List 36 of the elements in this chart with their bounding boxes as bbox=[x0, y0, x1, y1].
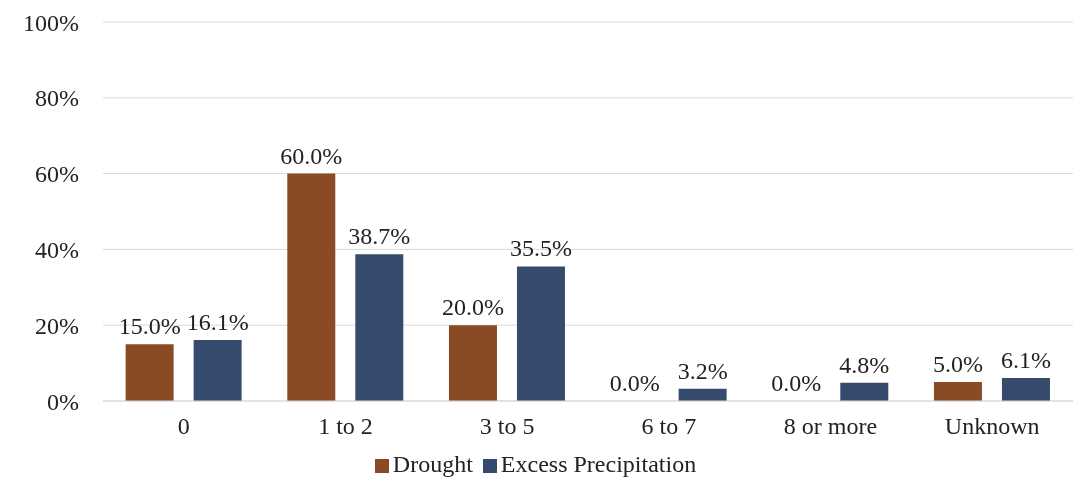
data-label: 4.8% bbox=[839, 351, 890, 378]
bar bbox=[1001, 377, 1050, 401]
data-label: 0.0% bbox=[771, 369, 822, 396]
bar bbox=[355, 254, 404, 401]
x-tick-label: 3 to 5 bbox=[479, 413, 535, 440]
data-label: 60.0% bbox=[280, 142, 343, 169]
data-label: 0.0% bbox=[609, 369, 660, 396]
data-label: 6.1% bbox=[1000, 346, 1051, 373]
legend-label: Excess Precipitation bbox=[500, 451, 697, 477]
y-tick-label: 100% bbox=[23, 9, 79, 36]
y-tick-label: 60% bbox=[35, 161, 79, 188]
x-tick-label: 8 or more bbox=[783, 413, 878, 440]
data-label: 5.0% bbox=[932, 351, 983, 378]
data-label: 20.0% bbox=[441, 294, 504, 321]
x-tick-label: 1 to 2 bbox=[318, 413, 373, 440]
bar bbox=[933, 382, 982, 401]
bar bbox=[193, 339, 242, 401]
bar bbox=[287, 173, 336, 401]
data-label: 16.1% bbox=[186, 308, 249, 335]
x-tick-label: Unknown bbox=[944, 413, 1040, 440]
data-label: 3.2% bbox=[677, 357, 728, 384]
data-label: 15.0% bbox=[118, 313, 181, 340]
bar bbox=[678, 388, 727, 401]
data-label: 38.7% bbox=[348, 223, 411, 250]
y-tick-label: 40% bbox=[35, 236, 79, 263]
y-tick-label: 20% bbox=[35, 312, 79, 339]
y-tick-label: 80% bbox=[35, 85, 79, 112]
y-tick-label: 0% bbox=[47, 388, 79, 415]
x-tick-label: 0 bbox=[177, 413, 190, 440]
legend-label: Drought bbox=[392, 451, 473, 477]
x-tick-label: 6 to 7 bbox=[641, 413, 697, 440]
bar bbox=[448, 325, 497, 401]
bar bbox=[516, 266, 565, 401]
data-label: 35.5% bbox=[509, 235, 572, 262]
bar bbox=[125, 344, 174, 401]
bar bbox=[840, 382, 889, 401]
